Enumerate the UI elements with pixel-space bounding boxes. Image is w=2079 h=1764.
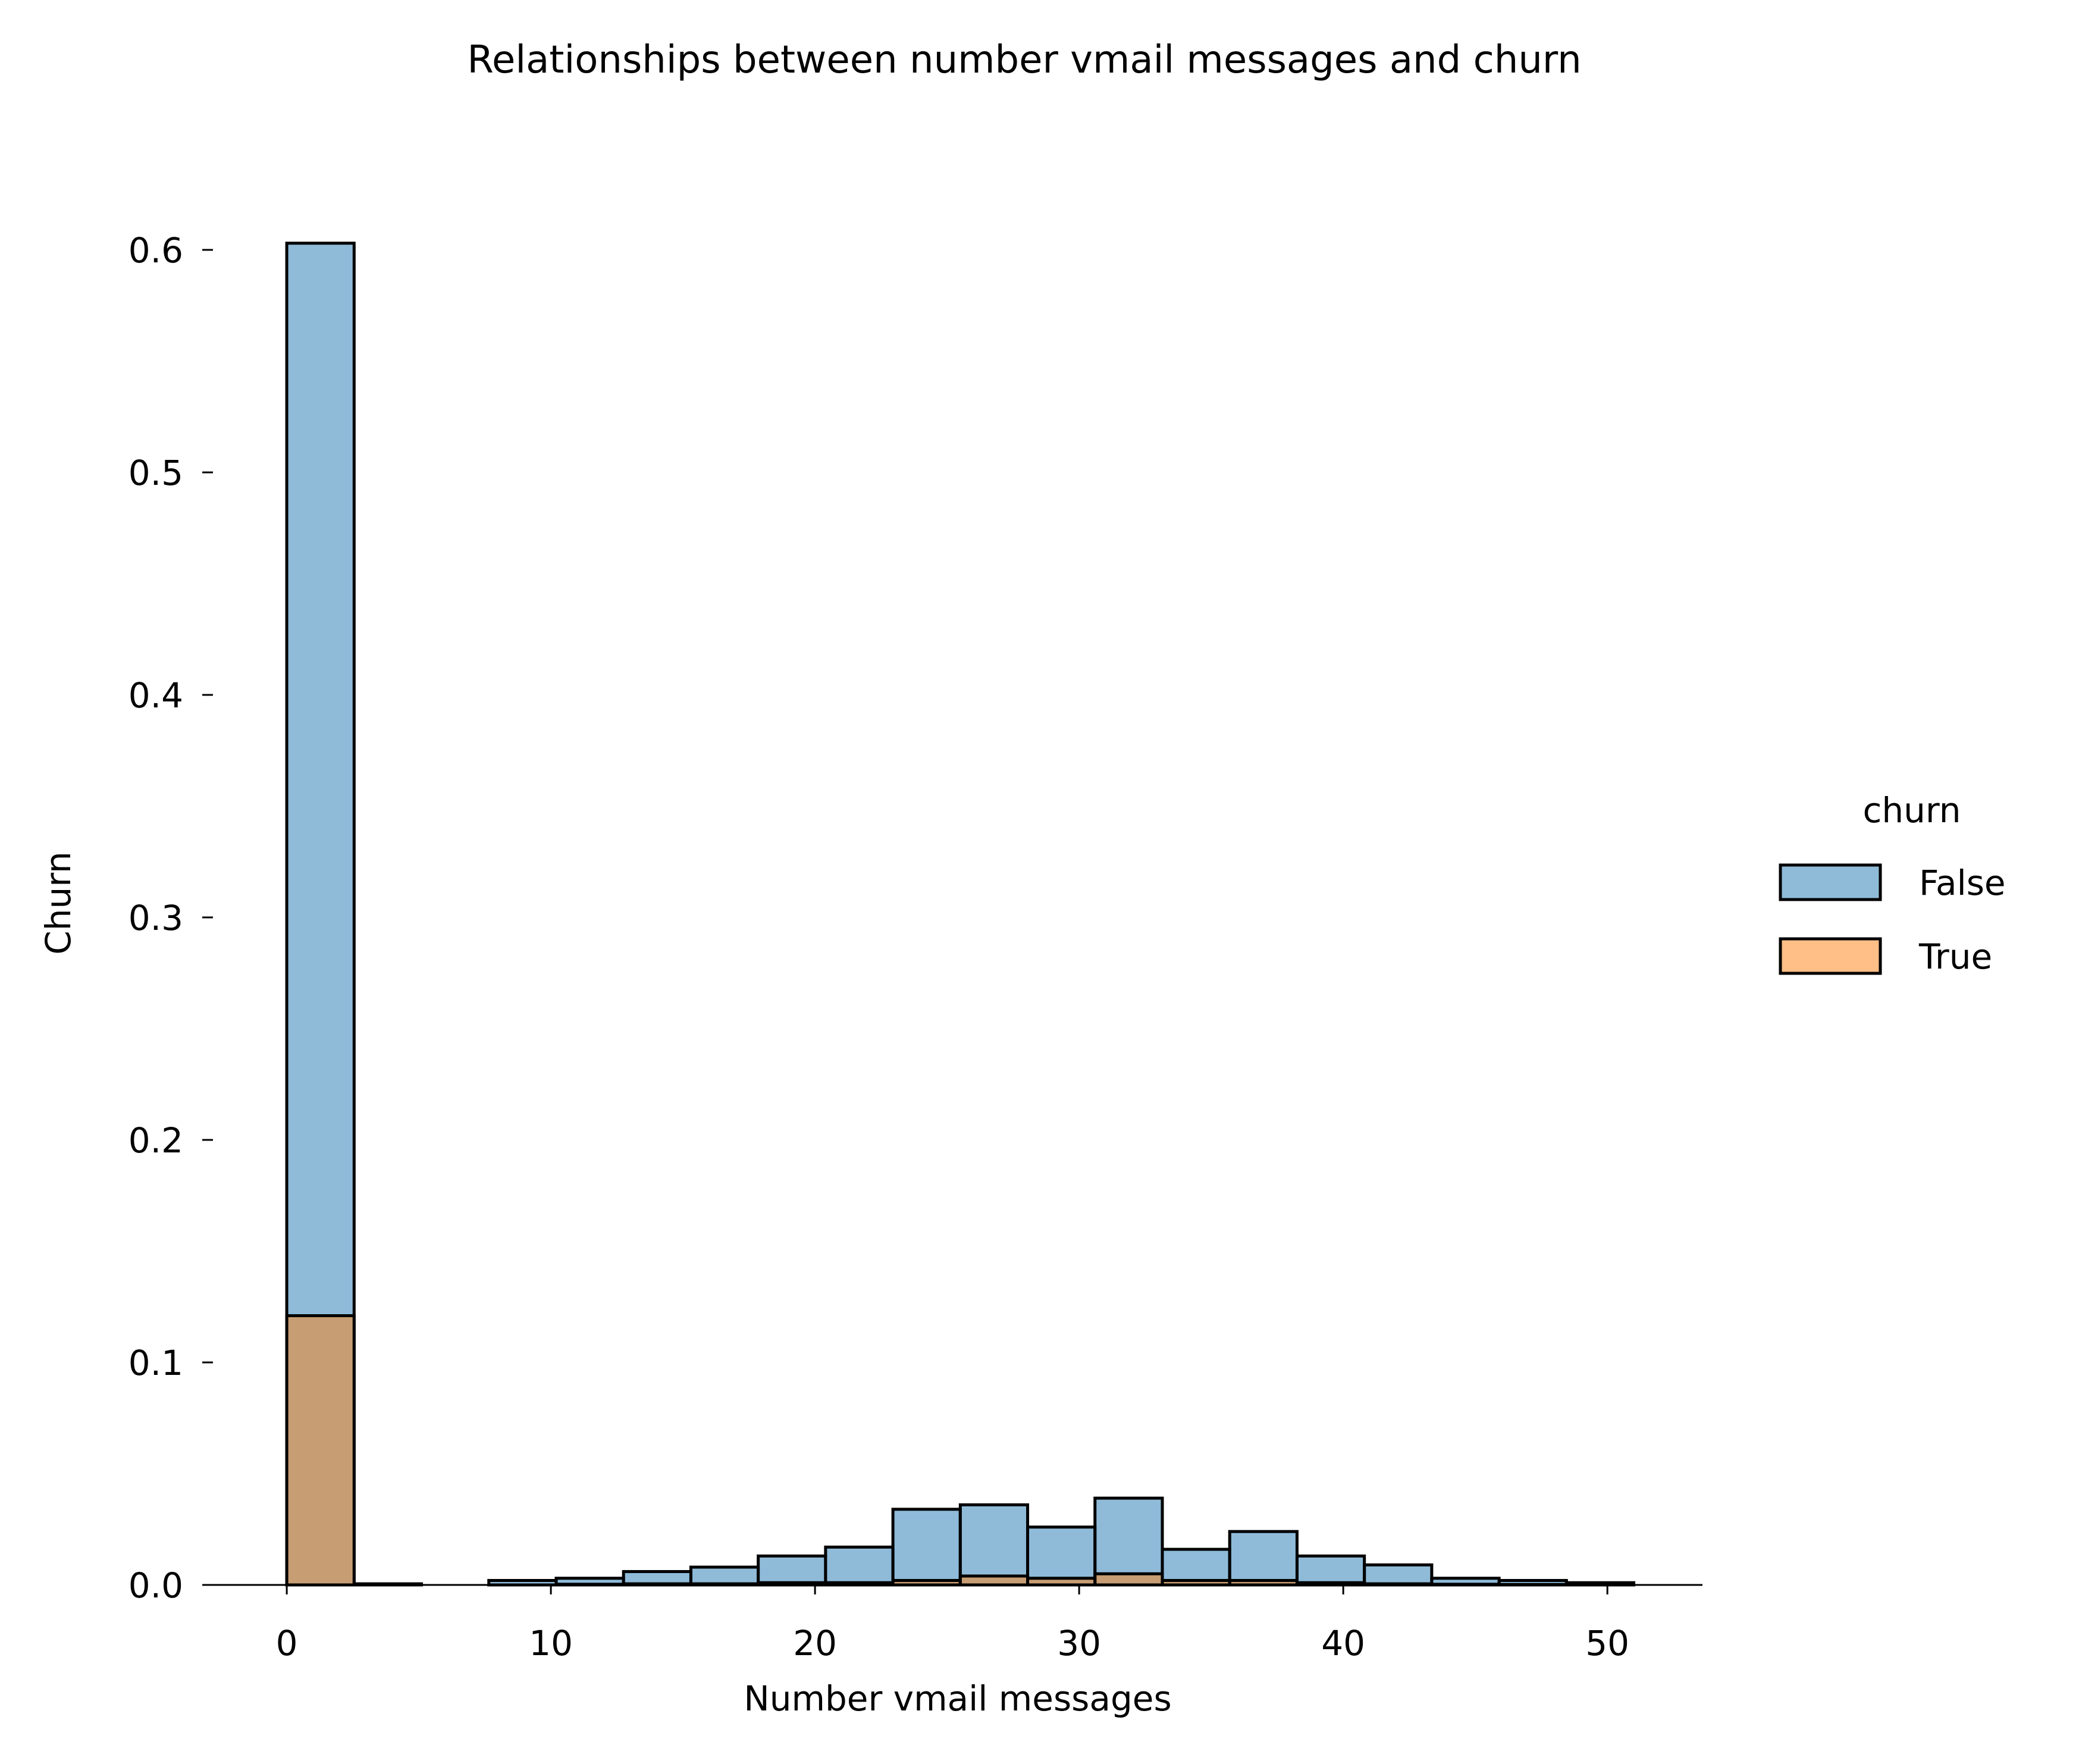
bar-true-11 (1026, 1577, 1097, 1587)
bar-false-8 (824, 1545, 895, 1587)
axes: 0 10 20 30 40 50 0.0 0.1 0.2 0.3 0.4 0.5 0.6 (128, 230, 1702, 1663)
bars-layer (285, 242, 1636, 1587)
x-tick-label: 30 (1057, 1623, 1101, 1663)
x-tick-label: 0 (276, 1623, 298, 1663)
bar-false-15 (1295, 1554, 1366, 1587)
y-ticks: 0.0 0.1 0.2 0.3 0.4 0.5 0.6 (128, 230, 213, 1606)
chart-title: Relationships between number vmail messa… (467, 38, 1581, 82)
bar-false-11 (1026, 1525, 1097, 1587)
y-tick-label: 0.4 (128, 675, 183, 716)
bar-false-14 (1228, 1530, 1299, 1587)
bar-false-9 (891, 1508, 962, 1587)
y-tick-label: 0.6 (128, 230, 183, 271)
y-tick-label: 0.0 (128, 1565, 183, 1606)
bar-false-10 (958, 1503, 1030, 1587)
y-tick-label: 0.1 (128, 1343, 183, 1383)
bar-true-12 (1093, 1572, 1164, 1587)
legend-swatch-false (1779, 863, 1882, 901)
x-axis-label: Number vmail messages (744, 1678, 1171, 1719)
bar-false-16 (1363, 1563, 1434, 1587)
x-ticks: 0 10 20 30 40 50 (276, 1585, 1629, 1663)
bar-false-7 (757, 1554, 827, 1587)
series-false (285, 242, 1636, 1587)
legend-swatch-true (1779, 937, 1882, 975)
y-tick-label: 0.2 (128, 1120, 183, 1161)
legend-title: churn (1863, 790, 1961, 831)
y-axis-label: Churn (38, 851, 79, 955)
bar-false-12 (1093, 1496, 1164, 1587)
x-tick-label: 50 (1585, 1623, 1629, 1663)
legend-label-false: False (1919, 863, 2006, 903)
bar-true-0 (285, 1314, 356, 1587)
x-tick-label: 40 (1321, 1623, 1365, 1663)
y-tick-label: 0.3 (128, 898, 183, 938)
x-tick-label: 10 (529, 1623, 573, 1663)
x-tick-label: 20 (793, 1623, 837, 1663)
legend-label-true: True (1918, 936, 1992, 977)
legend: churn False True (1779, 790, 2006, 977)
bar-true-10 (958, 1574, 1030, 1587)
bar-false-6 (689, 1565, 760, 1587)
y-tick-label: 0.5 (128, 453, 183, 493)
